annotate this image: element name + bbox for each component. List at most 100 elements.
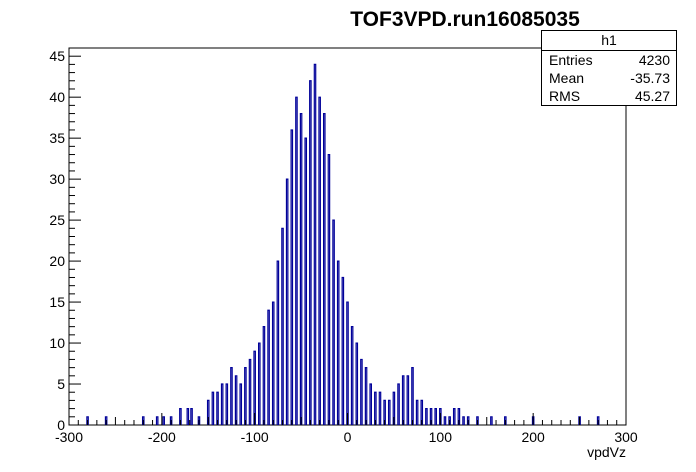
histogram-bin: [276, 260, 280, 425]
stats-box: h1 Entries 4230 Mean -35.73 RMS 45.27: [541, 30, 677, 106]
histogram-bin: [476, 416, 479, 425]
histogram-bin: [271, 301, 275, 425]
histogram-bin: [504, 416, 507, 425]
stats-rms-value: 45.27: [634, 88, 670, 104]
x-tick-label: 100: [429, 429, 453, 445]
histogram-bin: [239, 383, 243, 425]
y-tick-label: 45: [49, 48, 65, 64]
x-axis-label: vpdVz: [587, 444, 626, 460]
histogram-bin: [225, 383, 229, 425]
y-tick-label: 20: [49, 253, 65, 269]
x-tick-label: -300: [55, 429, 83, 445]
x-axis: -300 -200 -100 0 100 200 300: [55, 413, 638, 445]
y-tick-label: 35: [49, 130, 65, 146]
histogram-bin: [443, 416, 447, 425]
y-axis: 0 5 10 15 20 25 30 35 40 45: [49, 47, 81, 433]
histogram-bin: [448, 416, 451, 425]
histogram-bin: [350, 326, 354, 425]
y-tick-label: 40: [49, 89, 65, 105]
histogram-series: [86, 63, 600, 425]
histogram-bin: [397, 383, 400, 425]
y-tick-label: 25: [49, 212, 65, 228]
histogram-bin: [323, 112, 326, 425]
histogram-bin: [452, 408, 456, 425]
stats-entries-label: Entries: [549, 52, 593, 68]
histogram-bin: [596, 416, 600, 425]
histogram-bin: [401, 375, 405, 425]
histogram-bin: [211, 391, 215, 425]
histogram-bin: [327, 153, 331, 425]
histogram-bin: [309, 80, 312, 425]
y-tick-label: 15: [49, 294, 65, 310]
histogram-bin: [332, 219, 335, 425]
stats-mean-value: -35.73: [630, 70, 670, 86]
histogram-bin: [420, 399, 424, 425]
histogram-bin: [378, 391, 382, 425]
x-tick-label: 300: [614, 429, 638, 445]
x-tick-label: 200: [521, 429, 545, 445]
histogram-bin: [429, 408, 433, 425]
histogram-bin: [415, 399, 419, 425]
histogram-bin: [281, 227, 284, 425]
stats-row-rms: RMS 45.27: [542, 87, 676, 105]
histogram-bin: [258, 342, 261, 425]
histogram-bin: [86, 416, 89, 425]
histogram-bin: [299, 112, 303, 425]
histogram-bin: [262, 326, 266, 425]
histogram-bin: [336, 260, 340, 425]
y-tick-label: 0: [57, 417, 65, 433]
x-tick-label: -100: [241, 429, 269, 445]
histogram-bin: [253, 350, 256, 425]
histogram-bin: [248, 358, 252, 425]
histogram-bin: [190, 408, 193, 425]
histogram-bin: [244, 367, 247, 425]
histogram-bin: [155, 416, 159, 425]
y-tick-label: 30: [49, 171, 65, 187]
histogram-bin: [234, 375, 238, 425]
histogram-bin: [313, 63, 317, 425]
histogram-bin: [578, 416, 581, 425]
x-tick-label: -200: [148, 429, 176, 445]
histogram-bin: [364, 367, 368, 425]
stats-entries-value: 4230: [638, 52, 670, 68]
histogram-bin: [425, 408, 428, 425]
histogram-bin: [392, 391, 396, 425]
histogram-bin: [197, 416, 201, 425]
y-tick-label: 5: [57, 376, 65, 392]
histogram-bin: [267, 309, 270, 425]
histogram-bin: [346, 301, 349, 425]
histogram-bin: [439, 408, 442, 425]
histogram-bin: [186, 408, 190, 425]
histogram-bin: [411, 367, 414, 425]
histogram-bin: [290, 129, 294, 425]
y-tick-label: 10: [49, 335, 65, 351]
histogram-bin: [434, 408, 437, 425]
histogram-bin: [466, 416, 470, 425]
histogram-bin: [318, 96, 321, 425]
histogram-bin: [162, 416, 165, 425]
stats-row-mean: Mean -35.73: [542, 69, 676, 87]
histogram-bin: [341, 276, 345, 425]
stats-row-entries: Entries 4230: [542, 51, 676, 69]
stats-mean-label: Mean: [549, 70, 585, 86]
histogram-bin: [387, 399, 391, 425]
histogram-bin: [369, 383, 372, 425]
histogram-bin: [304, 137, 308, 425]
histogram-bin: [374, 391, 377, 425]
histogram-bin: [230, 367, 233, 425]
histogram-bin: [141, 416, 145, 425]
histogram-bin: [383, 399, 386, 425]
histogram-bin: [179, 408, 182, 425]
histogram-bin: [360, 358, 363, 425]
chart-title: TOF3VPD.run16085035: [350, 8, 580, 31]
histogram-bin: [490, 416, 493, 425]
histogram-bin: [216, 391, 219, 425]
histogram-bin: [104, 416, 108, 425]
histogram-bin: [169, 416, 173, 425]
histogram-bin: [295, 96, 298, 425]
histogram-bin: [285, 178, 289, 425]
histogram-bin: [462, 416, 465, 425]
stats-box-name: h1: [542, 31, 676, 51]
x-tick-label: 0: [344, 429, 352, 445]
